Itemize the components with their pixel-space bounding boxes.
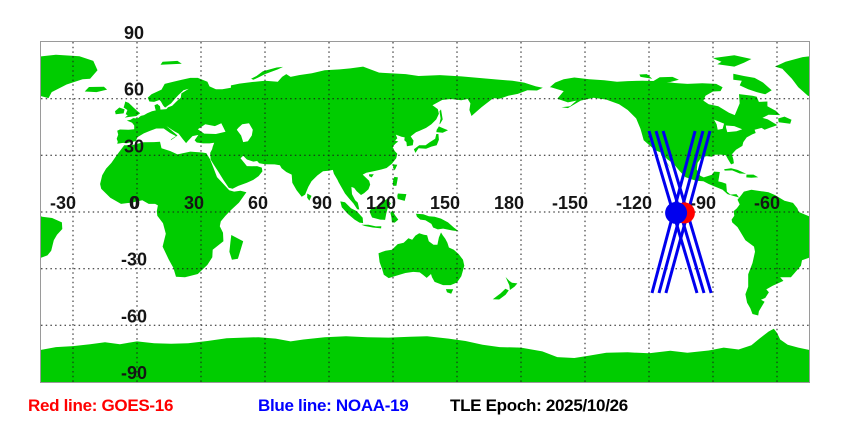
plot-area: -30 0 30 60 90 120 150 180 -150 -120 -90 -609060300… xyxy=(40,23,810,383)
lon-label: 150 xyxy=(430,193,460,213)
lon-label: -120 xyxy=(616,193,652,213)
lon-label: 120 xyxy=(366,193,396,213)
lon-label: -90 xyxy=(690,193,716,213)
lon-label: 180 xyxy=(494,193,524,213)
lat-label: -90 xyxy=(121,363,147,383)
lon-label: 90 xyxy=(312,193,332,213)
legend-noaa19: Blue line: NOAA-19 xyxy=(258,396,409,415)
lon-label: -30 xyxy=(50,193,76,213)
plot-border xyxy=(40,41,810,383)
grid-labels: -30 0 30 60 90 120 150 180 -150 -120 -90 -609060300… xyxy=(50,23,780,383)
lon-label: 30 xyxy=(184,193,204,213)
lon-label: -150 xyxy=(552,193,588,213)
lon-label: 0 xyxy=(130,193,140,213)
legend-tle-epoch: TLE Epoch: 2025/10/26 xyxy=(450,396,628,415)
lat-label: 60 xyxy=(124,80,144,100)
legend-goes16: Red line: GOES-16 xyxy=(28,396,174,415)
lat-label: -30 xyxy=(121,250,147,270)
lat-label: 30 xyxy=(124,136,144,156)
lat-label: 0 xyxy=(129,193,139,213)
lakes xyxy=(165,88,253,143)
lat-label: -60 xyxy=(121,306,147,326)
land-layer xyxy=(41,54,809,382)
lon-label: -60 xyxy=(754,193,780,213)
lon-label: 60 xyxy=(248,193,268,213)
grid-layer xyxy=(41,42,809,382)
lat-label: 90 xyxy=(124,23,144,43)
landmasses xyxy=(41,54,809,382)
